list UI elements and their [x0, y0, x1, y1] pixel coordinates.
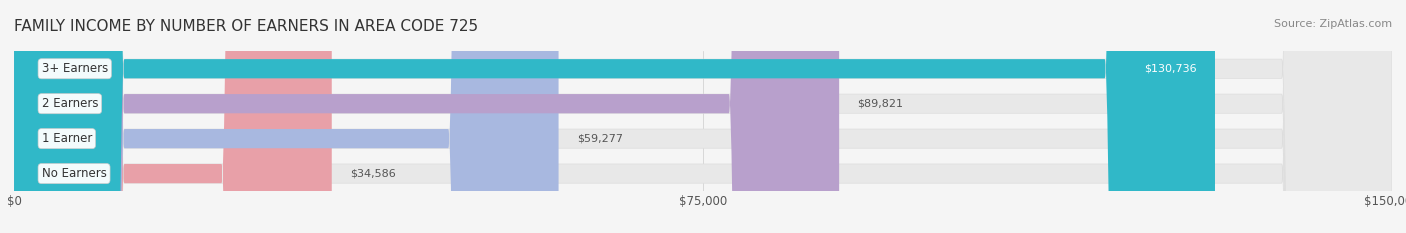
FancyBboxPatch shape	[14, 0, 1392, 233]
Text: No Earners: No Earners	[42, 167, 107, 180]
FancyBboxPatch shape	[14, 0, 332, 233]
FancyBboxPatch shape	[14, 0, 1392, 233]
Text: $89,821: $89,821	[858, 99, 904, 109]
Text: $34,586: $34,586	[350, 169, 396, 178]
Text: 1 Earner: 1 Earner	[42, 132, 91, 145]
FancyBboxPatch shape	[14, 0, 1392, 233]
FancyBboxPatch shape	[14, 0, 558, 233]
FancyBboxPatch shape	[14, 0, 1392, 233]
Text: 2 Earners: 2 Earners	[42, 97, 98, 110]
Text: $59,277: $59,277	[576, 134, 623, 144]
Text: Source: ZipAtlas.com: Source: ZipAtlas.com	[1274, 19, 1392, 29]
FancyBboxPatch shape	[14, 0, 1215, 233]
Text: $130,736: $130,736	[1144, 64, 1197, 74]
Text: 3+ Earners: 3+ Earners	[42, 62, 108, 75]
Text: FAMILY INCOME BY NUMBER OF EARNERS IN AREA CODE 725: FAMILY INCOME BY NUMBER OF EARNERS IN AR…	[14, 19, 478, 34]
FancyBboxPatch shape	[14, 0, 839, 233]
